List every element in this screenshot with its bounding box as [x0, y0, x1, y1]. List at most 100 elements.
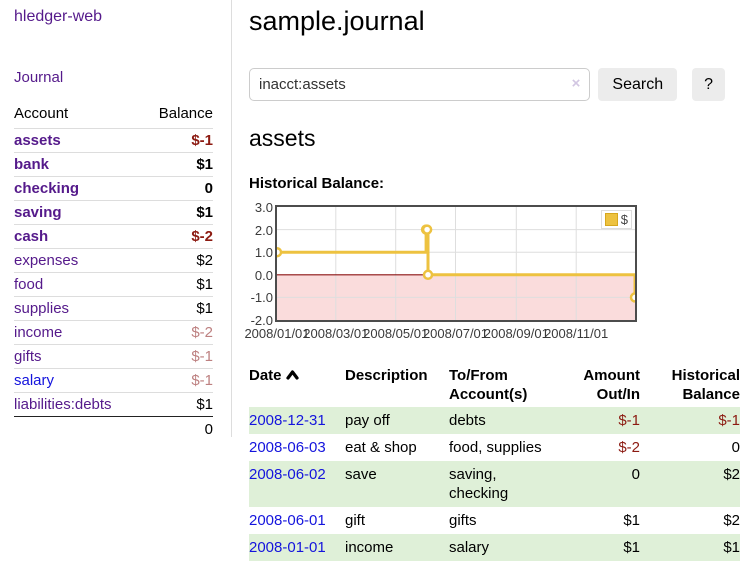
account-row: gifts $-1: [14, 344, 213, 369]
accounts-header-row: Account Balance: [14, 101, 213, 129]
clear-search-icon[interactable]: ×: [571, 75, 581, 92]
account-row: liabilities:debts $1: [14, 392, 213, 417]
page-title: sample.journal: [249, 6, 425, 36]
transaction-date-link[interactable]: 2008-01-01: [249, 539, 326, 556]
x-tick-label: 2008/11/01: [544, 326, 609, 341]
main-content: sample.journal × Search ? assets Histori…: [232, 0, 740, 561]
y-tick-label: 1.0: [254, 245, 273, 261]
accounts-table: Account Balance assets $-1 bank $1 checking 0…: [14, 101, 213, 442]
column-header-accounts: To/From Account(s): [449, 367, 528, 403]
y-tick-label: -2.0: [250, 313, 273, 328]
account-link[interactable]: saving: [14, 204, 62, 221]
account-link[interactable]: income: [14, 324, 63, 341]
date-cell: 2008-06-01: [249, 507, 345, 534]
x-tick-label: 2008/01/01: [244, 326, 310, 341]
sidebar-item-journal[interactable]: Journal: [14, 69, 64, 86]
account-link[interactable]: supplies: [14, 300, 70, 317]
register-table: Date Description To/From Account(s) Amou…: [249, 362, 740, 561]
account-balance: $-2: [191, 228, 213, 245]
register-header-row: Date Description To/From Account(s) Amou…: [249, 362, 740, 407]
y-tick-label: 2.0: [254, 222, 273, 238]
app: hledger-web Journal Account Balance asse…: [0, 0, 740, 561]
balance-cell: $2: [723, 512, 740, 529]
account-row: saving $1: [14, 200, 213, 225]
account-link[interactable]: food: [14, 276, 44, 293]
amount-cell: $1: [623, 512, 640, 529]
account-row: food $1: [14, 272, 213, 297]
account-link[interactable]: assets: [14, 132, 61, 149]
account-link[interactable]: salary: [14, 372, 55, 389]
brand-link[interactable]: hledger-web: [14, 8, 103, 25]
x-tick-label: 2008/09/01: [483, 326, 549, 341]
account-balance: $2: [196, 252, 213, 269]
account-balance: $-2: [191, 324, 213, 341]
description-cell: eat & shop: [345, 439, 417, 456]
accounts-header-account: Account: [14, 105, 69, 122]
date-cell: 2008-01-01: [249, 534, 345, 561]
transaction-date-link[interactable]: 2008-12-31: [249, 412, 326, 429]
date-header-label: Date: [249, 367, 282, 384]
account-link[interactable]: checking: [14, 180, 80, 197]
x-tick-label: 2008/05/01: [363, 326, 429, 341]
column-header-description: Description: [345, 367, 428, 384]
account-row: income $-2: [14, 320, 213, 345]
account-heading: assets: [249, 125, 316, 151]
search-button[interactable]: Search: [598, 68, 678, 101]
date-cell: 2008-06-02: [249, 461, 345, 507]
description-cell: pay off: [345, 412, 390, 429]
chart-canvas: [277, 207, 635, 320]
sidebar: hledger-web Journal Account Balance asse…: [0, 0, 232, 438]
register-row: 2008-06-01 gift gifts $1 $2: [249, 507, 740, 534]
account-row: bank $1: [14, 152, 213, 177]
register-row: 2008-12-31 pay off debts $-1 $-1: [249, 407, 740, 434]
accounts-total-row: 0: [14, 416, 213, 443]
chart-plot-area: $: [275, 205, 637, 322]
date-cell: 2008-06-03: [249, 434, 345, 461]
account-link[interactable]: cash: [14, 228, 49, 245]
amount-cell: $1: [623, 539, 640, 556]
account-balance: $1: [196, 396, 213, 413]
account-balance: 0: [204, 180, 213, 197]
brand: hledger-web: [14, 8, 231, 26]
account-balance: $1: [196, 276, 213, 293]
account-link[interactable]: expenses: [14, 252, 79, 269]
amount-cell: $-1: [618, 412, 640, 429]
account-row: assets $-1: [14, 128, 213, 153]
column-header-amount: Amount Out/In: [583, 367, 640, 403]
accounts-header-balance: Balance: [158, 105, 213, 122]
account-link[interactable]: bank: [14, 156, 50, 173]
accounts-cell: food, supplies: [449, 439, 542, 456]
help-button[interactable]: ?: [692, 68, 725, 101]
transaction-date-link[interactable]: 2008-06-03: [249, 439, 326, 456]
sidebar-nav: Journal: [14, 69, 231, 86]
account-link[interactable]: gifts: [14, 348, 42, 365]
accounts-cell: debts: [449, 412, 486, 429]
balance-cell: $-1: [718, 412, 740, 429]
legend-swatch-icon: [604, 213, 618, 226]
transaction-date-link[interactable]: 2008-06-02: [249, 466, 326, 483]
column-header-balance: Historical Balance: [671, 367, 740, 403]
account-row: expenses $2: [14, 248, 213, 273]
accounts-total-value: 0: [204, 421, 213, 438]
search-input[interactable]: [249, 68, 591, 101]
search-bar: × Search ?: [249, 68, 725, 101]
account-row: salary $-1: [14, 368, 213, 393]
accounts-cell: salary: [449, 539, 490, 556]
accounts-total-spacer: [14, 417, 142, 443]
legend-label: $: [620, 212, 628, 227]
y-tick-label: 3.0: [254, 200, 273, 215]
x-tick-label: 2008/03/01: [303, 326, 369, 341]
description-cell: gift: [345, 512, 366, 529]
x-tick-label: 2008/07/01: [422, 326, 489, 341]
register-row: 2008-06-02 save saving, checking 0 $2: [249, 461, 740, 507]
account-balance: $-1: [191, 348, 213, 365]
description-cell: income: [345, 539, 394, 556]
sort-ascending-chevron-icon: [285, 366, 299, 385]
date-cell: 2008-12-31: [249, 407, 345, 434]
balance-cell: $1: [723, 539, 740, 556]
account-balance: $-1: [191, 372, 213, 389]
account-link[interactable]: liabilities:debts: [14, 396, 112, 413]
transaction-date-link[interactable]: 2008-06-01: [249, 512, 326, 529]
column-header-date[interactable]: Date: [249, 362, 345, 407]
account-row: supplies $1: [14, 296, 213, 321]
